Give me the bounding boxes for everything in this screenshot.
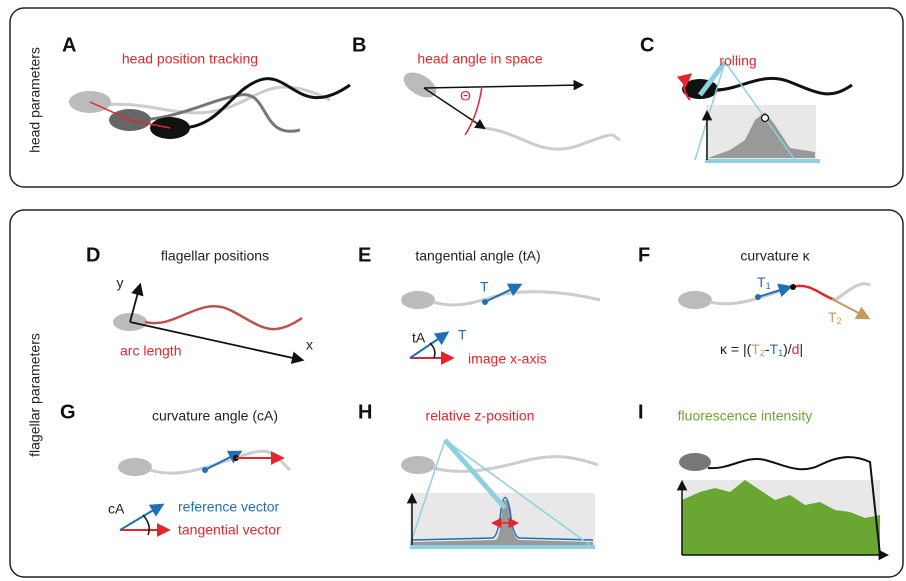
panel-letter: I <box>638 401 644 423</box>
panel-title: flagellar positions <box>161 248 269 264</box>
shape-line <box>424 85 582 88</box>
shape-path <box>433 457 598 472</box>
figure: head parameters flagellar parameters A B… <box>0 0 906 581</box>
shape-line <box>120 505 162 530</box>
vector-label: T2 <box>828 309 842 327</box>
vector-label: T <box>480 279 489 295</box>
shape-circle <box>762 115 769 122</box>
formula-part: d <box>792 341 800 357</box>
shape-ellipse <box>401 291 435 309</box>
label-subscript: 2 <box>837 316 842 326</box>
angle-label: Θ <box>460 88 471 104</box>
panel-letter: F <box>638 244 650 266</box>
panel-letter: H <box>358 401 372 423</box>
panel-letter: D <box>86 244 100 266</box>
angle-label: tA <box>412 330 426 346</box>
panel-title: head position tracking <box>122 51 258 67</box>
shape-ellipse <box>678 291 712 309</box>
shape-ellipse <box>118 458 152 476</box>
shape-path <box>433 292 600 305</box>
legend-label: reference vector <box>178 499 279 515</box>
shape-line <box>424 88 484 128</box>
formula-part: )/ <box>783 341 792 357</box>
panel-letter: A <box>62 34 76 56</box>
panel-c-drawing <box>682 62 852 161</box>
legend-label: image x-axis <box>468 351 547 367</box>
shape-path <box>792 286 835 300</box>
section-label: head parameters <box>27 47 43 153</box>
panel-title: fluorescence intensity <box>678 408 813 424</box>
shape-circle <box>790 284 796 290</box>
panel-b-drawing <box>399 67 620 149</box>
shape-path <box>835 284 870 300</box>
panel-h-drawing <box>401 440 598 547</box>
section-label: flagellar parameters <box>27 333 43 457</box>
panel-title: head angle in space <box>417 51 543 67</box>
panel-letter: E <box>358 244 371 266</box>
panel-title: rolling <box>719 53 756 69</box>
panel-title: curvature κ <box>740 248 810 264</box>
panel-a-drawing <box>69 79 350 139</box>
shape-line <box>832 299 868 318</box>
panel-i-drawing <box>679 453 887 555</box>
shape-path <box>145 306 302 329</box>
panel-letter: B <box>352 34 366 56</box>
legend-label: tangential vector <box>178 522 281 538</box>
panel-letter: G <box>60 401 76 423</box>
vector-label: T1 <box>757 274 771 292</box>
legend-label: T <box>458 327 467 343</box>
axis-label: y <box>117 275 124 291</box>
shape-ellipse <box>401 456 435 474</box>
shape-path <box>710 78 852 93</box>
shape-path <box>482 128 620 149</box>
arc-label: arc length <box>120 343 181 359</box>
angle-label: cA <box>108 501 125 517</box>
formula-part: | <box>799 341 803 357</box>
shape-ellipse <box>399 67 440 102</box>
shape-path <box>143 515 149 535</box>
formula: κ = |(T2-T1)/d| <box>720 341 803 359</box>
formula-part: κ = |( <box>720 341 752 357</box>
shape-line <box>205 452 240 470</box>
panel-title: curvature angle (cA) <box>152 408 278 424</box>
panel-title: relative z-position <box>426 408 535 424</box>
label-subscript: 1 <box>766 281 771 291</box>
panel-f-drawing <box>678 284 870 318</box>
panel-letter: C <box>640 34 654 56</box>
shape-ellipse <box>679 453 711 471</box>
shape-path <box>430 343 435 358</box>
panel-e-drawing <box>401 285 600 358</box>
panel-title: tangential angle (tA) <box>415 248 540 264</box>
axis-label: x <box>306 337 313 353</box>
